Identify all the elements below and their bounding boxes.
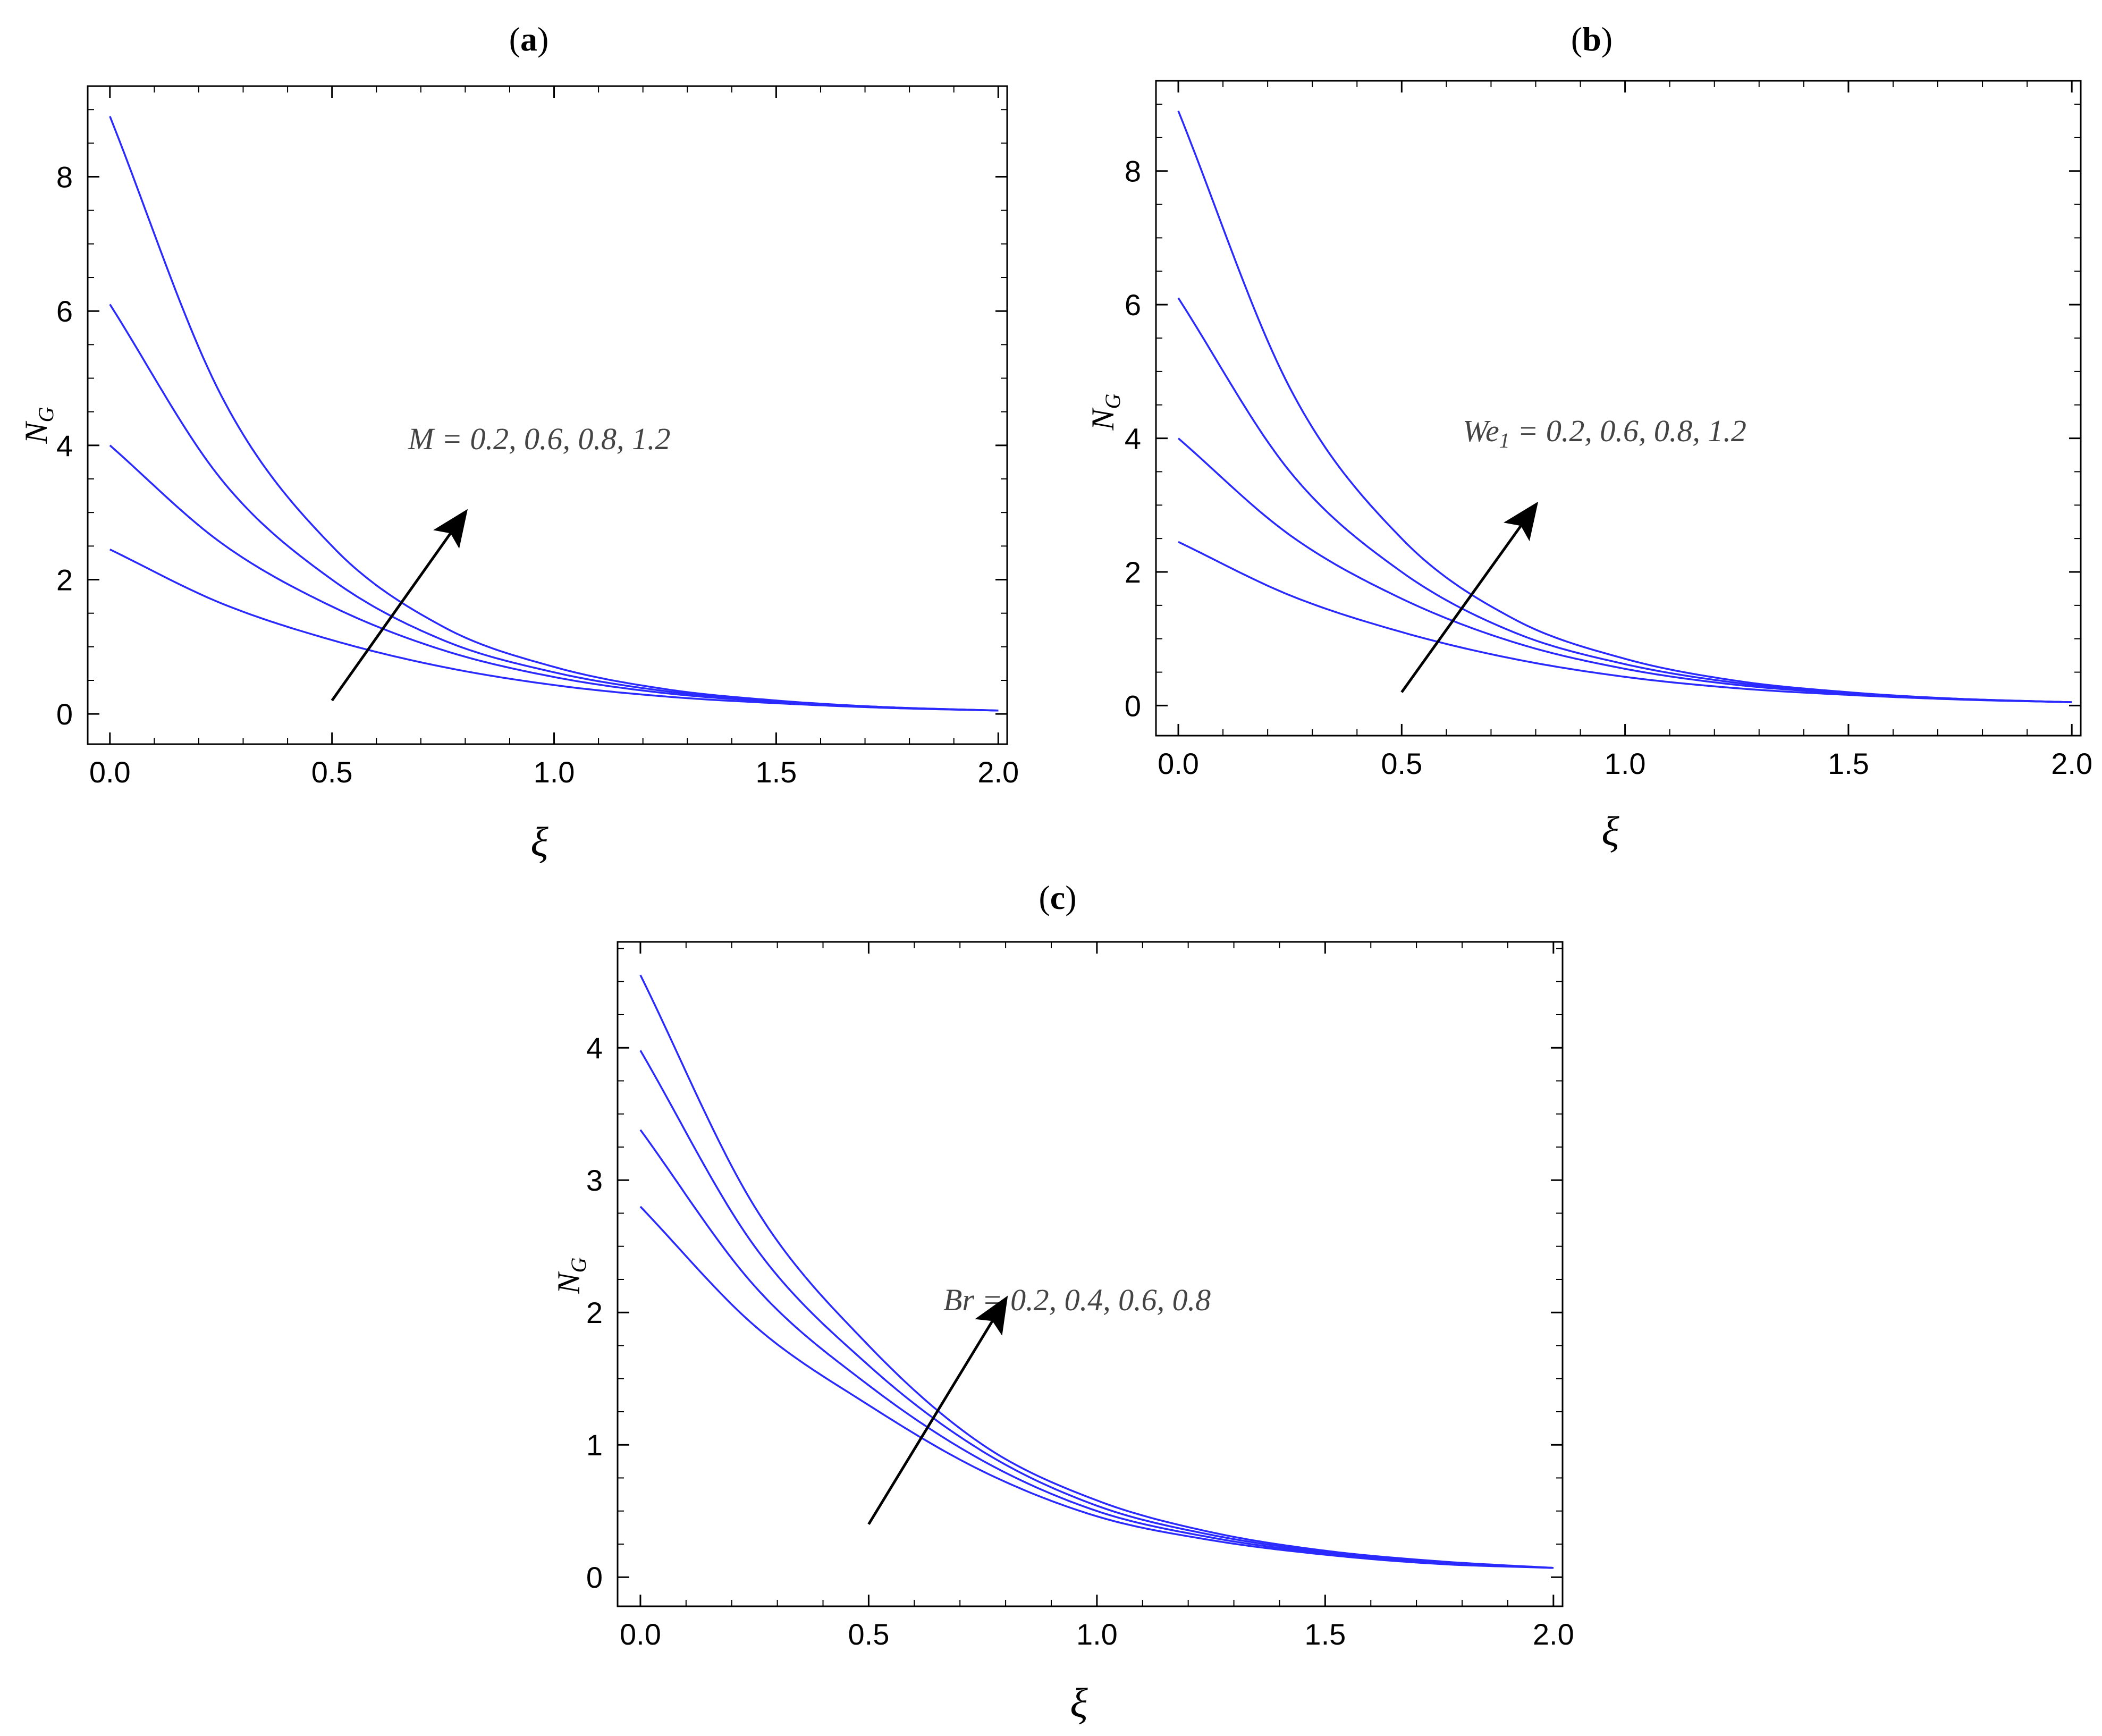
panel-b-arrow bbox=[1400, 501, 1539, 693]
panel-a-y-ticks: 0 2 4 6 8 bbox=[56, 109, 1007, 731]
panel-c-arrow bbox=[867, 1295, 1008, 1525]
series-line-2 bbox=[109, 304, 999, 712]
x-tick-label: 1.0 bbox=[534, 755, 575, 789]
y-tick-label: 8 bbox=[56, 161, 73, 194]
y-tick-label: 4 bbox=[586, 1031, 603, 1065]
y-tick-label: 0 bbox=[56, 697, 73, 731]
panel-c-curves bbox=[639, 974, 1554, 1569]
series-line-3 bbox=[109, 444, 999, 712]
series-line-1 bbox=[109, 116, 999, 712]
panel-c-frame bbox=[617, 941, 1564, 1607]
panel-a: (a) 0.0 0.5 1.0 1.5 2.0 0 2 4 6 8 ξ NG M = 0.2, … bbox=[19, 20, 1019, 865]
x-tick-label: 2.0 bbox=[2051, 747, 2092, 780]
x-tick-label: 1.0 bbox=[1076, 1617, 1118, 1651]
panel-b-curves bbox=[1177, 110, 2072, 703]
x-tick-label: 1.5 bbox=[1828, 747, 1869, 780]
y-tick-label: 6 bbox=[56, 294, 73, 328]
panel-c-y-ticks: 0 1 2 3 4 bbox=[586, 948, 1563, 1594]
panel-a-label: (a) bbox=[509, 20, 549, 58]
series-line-4 bbox=[639, 1206, 1554, 1569]
x-tick-label: 1.5 bbox=[1304, 1617, 1346, 1651]
panel-b-xlabel: ξ bbox=[1601, 808, 1619, 854]
series-line-3 bbox=[639, 1129, 1554, 1569]
y-tick-label: 2 bbox=[56, 563, 73, 597]
x-tick-label: 0.5 bbox=[311, 755, 353, 789]
x-tick-label: 0.5 bbox=[1381, 747, 1422, 780]
y-tick-label: 6 bbox=[1125, 288, 1141, 322]
panel-a-frame bbox=[87, 85, 1008, 745]
panel-c-label: (c) bbox=[1039, 879, 1076, 916]
panel-c-xlabel: ξ bbox=[1070, 1680, 1088, 1726]
x-tick-label: 2.0 bbox=[1533, 1617, 1574, 1651]
series-line-2 bbox=[1177, 297, 2072, 703]
series-line-4 bbox=[109, 549, 999, 712]
y-tick-label: 4 bbox=[1125, 422, 1141, 456]
panel-c-ylabel: NG bbox=[551, 1257, 590, 1294]
y-tick-label: 2 bbox=[1125, 555, 1141, 589]
series-line-4 bbox=[1178, 541, 2072, 703]
panel-b-frame bbox=[1155, 80, 2082, 737]
y-tick-label: 8 bbox=[1125, 155, 1141, 188]
panel-c-annotation: Br = 0.2, 0.4, 0.6, 0.8 bbox=[943, 1283, 1211, 1317]
panel-a-x-ticks: 0.0 0.5 1.0 1.5 2.0 bbox=[89, 86, 1019, 789]
panel-a-curves bbox=[109, 116, 999, 712]
x-tick-label: 2.0 bbox=[977, 755, 1019, 789]
y-tick-label: 4 bbox=[56, 429, 73, 462]
panel-b-x-ticks: 0.0 0.5 1.0 1.5 2.0 bbox=[1158, 81, 2092, 780]
panel-a-annotation: M = 0.2, 0.6, 0.8, 1.2 bbox=[408, 422, 670, 456]
y-tick-label: 3 bbox=[586, 1164, 603, 1197]
x-tick-label: 0.0 bbox=[89, 755, 131, 789]
panel-b-label: (b) bbox=[1571, 20, 1613, 58]
y-tick-label: 0 bbox=[1125, 689, 1141, 722]
panel-a-ylabel: NG bbox=[19, 407, 58, 444]
y-tick-label: 0 bbox=[586, 1561, 603, 1594]
panel-b-y-ticks: 0 2 4 6 8 bbox=[1125, 104, 2081, 722]
series-line-3 bbox=[1177, 437, 2072, 703]
panel-b-ylabel: NG bbox=[1085, 393, 1125, 431]
panel-b-annotation: We1 = 0.2, 0.6, 0.8, 1.2 bbox=[1463, 414, 1746, 452]
y-tick-label: 2 bbox=[586, 1296, 603, 1329]
series-line-1 bbox=[639, 974, 1554, 1569]
y-tick-label: 1 bbox=[586, 1428, 603, 1462]
x-tick-label: 0.0 bbox=[620, 1617, 661, 1651]
panel-a-xlabel: ξ bbox=[530, 819, 548, 865]
panel-b: (b) 0.0 0.5 1.0 1.5 2.0 0 2 4 6 8 ξ NG We1 = 0.2… bbox=[1085, 20, 2092, 854]
x-tick-label: 1.5 bbox=[755, 755, 797, 789]
series-line-1 bbox=[1177, 110, 2072, 703]
x-tick-label: 1.0 bbox=[1605, 747, 1646, 780]
x-tick-label: 0.0 bbox=[1158, 747, 1199, 780]
panel-c-x-ticks: 0.0 0.5 1.0 1.5 2.0 bbox=[620, 942, 1574, 1651]
panel-a-arrow bbox=[331, 509, 468, 702]
x-tick-label: 0.5 bbox=[848, 1617, 889, 1651]
panel-c: (c) 0.0 0.5 1.0 1.5 2.0 0 1 2 3 4 ξ NG Br = 0.2,… bbox=[551, 879, 1574, 1726]
